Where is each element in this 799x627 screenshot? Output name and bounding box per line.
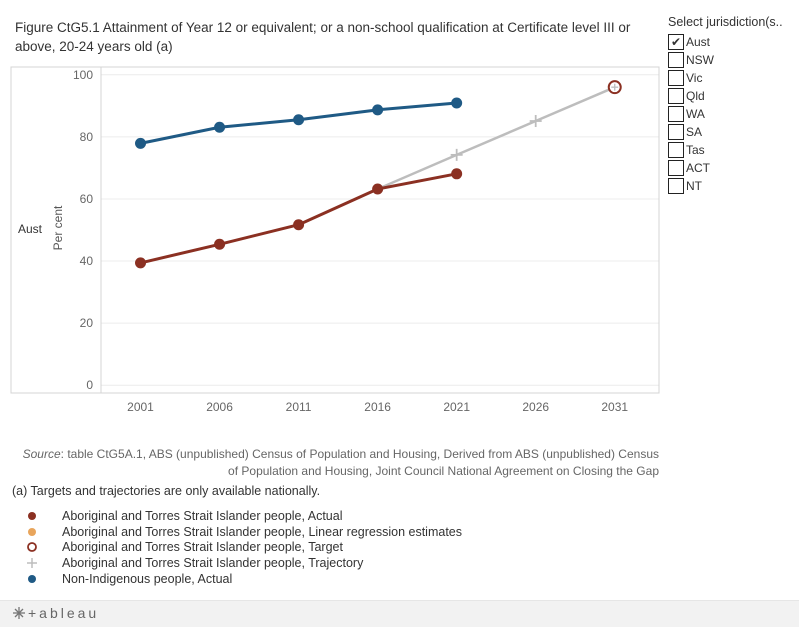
filter-item-qld[interactable]: Qld — [668, 87, 714, 105]
y-tick-label: 100 — [73, 68, 93, 82]
legend-label: Aboriginal and Torres Strait Islander pe… — [62, 508, 343, 523]
pane-border — [10, 66, 660, 394]
legend-label: Aboriginal and Torres Strait Islander pe… — [62, 524, 462, 539]
filter-checkbox[interactable] — [668, 88, 684, 104]
x-tick-label: 2021 — [443, 400, 470, 414]
x-tick-label: 2031 — [601, 400, 628, 414]
data-point-aboriginal-and-torres-strait-islander-people-actual — [372, 183, 384, 195]
filter-item-tas[interactable]: Tas — [668, 141, 714, 159]
legend-label: Aboriginal and Torres Strait Islander pe… — [62, 540, 343, 555]
legend-label: Non-Indigenous people, Actual — [62, 572, 233, 587]
filter-item-wa[interactable]: WA — [668, 105, 714, 123]
y-axis-title: Per cent — [51, 205, 65, 250]
source-note: Source: table CtG5A.1, ABS (unpublished)… — [15, 446, 659, 480]
legend-item[interactable]: Aboriginal and Torres Strait Islander pe… — [24, 555, 462, 571]
data-point-non-indigenous-people-actual — [372, 104, 384, 116]
target-point — [607, 80, 622, 95]
x-tick-label: 2016 — [364, 400, 391, 414]
filter-item-aust[interactable]: ✔ Aust — [668, 33, 714, 51]
trajectory-point — [450, 148, 463, 161]
legend-item[interactable]: Non-Indigenous people, Actual — [24, 571, 462, 587]
filter-checkbox[interactable] — [668, 70, 684, 86]
filter-item-vic[interactable]: Vic — [668, 69, 714, 87]
filter-checkbox[interactable] — [668, 142, 684, 158]
legend-dot-icon — [24, 508, 40, 523]
filter-checkbox[interactable] — [668, 178, 684, 194]
line-chart: 0 20 40 60 80 100 Per cent 2001 2006 2011 2016 2021… — [10, 66, 660, 414]
y-tick-label: 60 — [80, 192, 94, 206]
filter-item-label: Aust — [686, 35, 711, 49]
checkmark-icon: ✔ — [670, 35, 682, 49]
series-line-aboriginal-and-torres-strait-islander-people-trajectory — [377, 86, 616, 191]
trajectory-point — [529, 115, 542, 128]
filter-item-label: SA — [686, 125, 703, 139]
filter-item-label: NSW — [686, 53, 714, 67]
filter-item-label: WA — [686, 107, 705, 121]
figure-title: Figure CtG5.1 Attainment of Year 12 or e… — [15, 20, 631, 54]
legend-plus-icon — [24, 556, 40, 571]
legend-label: Aboriginal and Torres Strait Islander pe… — [62, 556, 364, 571]
data-point-non-indigenous-people-actual — [451, 97, 463, 109]
jurisdiction-filter-title: Select jurisdiction(s.. — [668, 15, 783, 29]
y-tick-label: 80 — [80, 130, 94, 144]
row-label-aust: Aust — [18, 222, 43, 236]
filter-checkbox[interactable] — [668, 124, 684, 140]
filter-item-label: Tas — [686, 143, 705, 157]
legend-dot-icon — [24, 572, 40, 587]
tableau-logo[interactable]: +ableau — [12, 605, 99, 621]
data-point-aboriginal-and-torres-strait-islander-people-actual — [451, 168, 463, 180]
jurisdiction-filter: ✔ Aust NSW Vic Qld WA SA Tas ACT NT — [668, 33, 714, 195]
filter-item-label: NT — [686, 179, 702, 193]
tableau-footer: +ableau — [0, 600, 799, 627]
data-point-non-indigenous-people-actual — [135, 137, 147, 149]
source-label: Source — [22, 447, 61, 461]
y-tick-label: 20 — [80, 316, 94, 330]
source-text: : table CtG5A.1, ABS (unpublished) Censu… — [60, 447, 659, 478]
series-line-aboriginal-and-torres-strait-islander-people-actual — [140, 172, 457, 265]
data-point-non-indigenous-people-actual — [293, 114, 305, 126]
footnote: (a) Targets and trajectories are only av… — [12, 484, 321, 498]
x-tick-label: 2011 — [286, 400, 312, 414]
filter-item-act[interactable]: ACT — [668, 159, 714, 177]
filter-checkbox[interactable] — [668, 52, 684, 68]
filter-item-label: Qld — [686, 89, 705, 103]
legend-ring-icon — [24, 540, 40, 555]
filter-item-label: Vic — [686, 71, 703, 85]
data-point-aboriginal-and-torres-strait-islander-people-actual — [293, 219, 305, 231]
data-point-aboriginal-and-torres-strait-islander-people-actual — [135, 257, 147, 269]
legend-item[interactable]: Aboriginal and Torres Strait Islander pe… — [24, 508, 462, 524]
filter-item-nt[interactable]: NT — [668, 177, 714, 195]
legend-dot-icon — [24, 524, 40, 539]
legend-item[interactable]: Aboriginal and Torres Strait Islander pe… — [24, 524, 462, 540]
filter-item-sa[interactable]: SA — [668, 123, 714, 141]
filter-checkbox[interactable] — [668, 106, 684, 122]
tableau-logo-text: +ableau — [28, 605, 100, 621]
filter-checkbox[interactable] — [668, 160, 684, 176]
data-point-aboriginal-and-torres-strait-islander-people-actual — [214, 238, 226, 250]
legend: Aboriginal and Torres Strait Islander pe… — [24, 508, 462, 587]
y-tick-label: 40 — [80, 254, 94, 268]
filter-item-nsw[interactable]: NSW — [668, 51, 714, 69]
y-tick-label: 0 — [86, 378, 93, 392]
data-point-non-indigenous-people-actual — [214, 121, 226, 133]
tableau-cross-icon — [13, 607, 25, 619]
legend-item[interactable]: Aboriginal and Torres Strait Islander pe… — [24, 540, 462, 556]
x-tick-label: 2001 — [127, 400, 154, 414]
x-tick-label: 2026 — [522, 400, 549, 414]
x-tick-label: 2006 — [206, 400, 233, 414]
filter-checkbox[interactable]: ✔ — [668, 34, 684, 50]
filter-item-label: ACT — [686, 161, 710, 175]
